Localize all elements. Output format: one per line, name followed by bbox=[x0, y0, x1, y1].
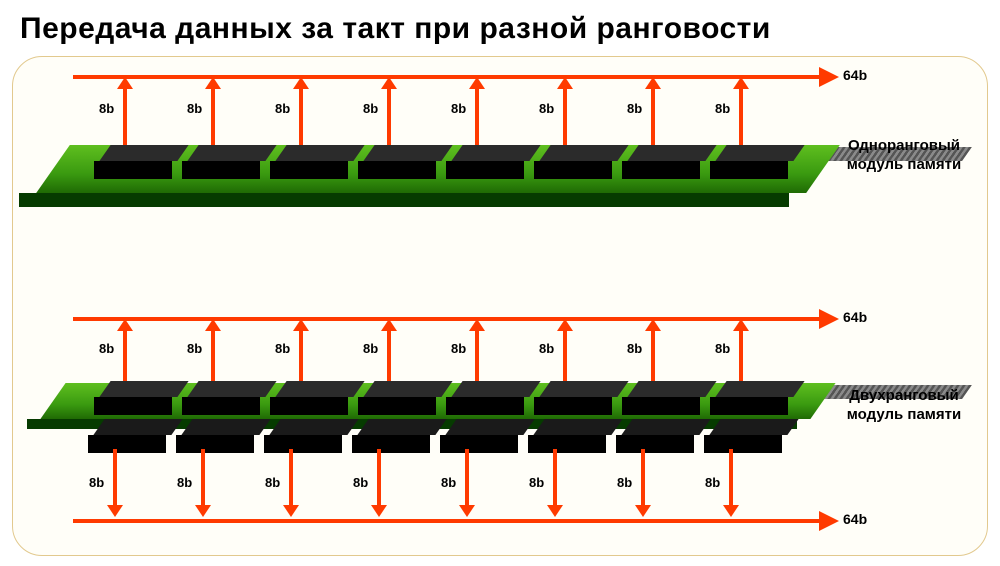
memory-chip bbox=[369, 145, 447, 177]
chip-arrow-up bbox=[387, 87, 391, 147]
memory-chip bbox=[105, 381, 183, 413]
chip-arrow-down bbox=[113, 449, 117, 507]
memory-chip-bottom bbox=[99, 419, 177, 451]
chip-bitwidth-label: 8b bbox=[187, 101, 202, 116]
module-label-single: Одноранговый модуль памяти bbox=[839, 137, 969, 175]
memory-chip-bottom bbox=[627, 419, 705, 451]
chip-bitwidth-label: 8b bbox=[705, 475, 720, 490]
chip-bitwidth-label: 8b bbox=[89, 475, 104, 490]
chip-arrow-up bbox=[299, 87, 303, 147]
chip-arrow-up bbox=[475, 329, 479, 385]
chip-bitwidth-label: 8b bbox=[363, 341, 378, 356]
chip-bitwidth-label: 8b bbox=[715, 341, 730, 356]
chip-arrow-up bbox=[387, 329, 391, 385]
memory-chip bbox=[193, 381, 271, 413]
chip-arrow-down bbox=[641, 449, 645, 507]
memory-chip bbox=[457, 145, 535, 177]
chip-bitwidth-label: 8b bbox=[627, 101, 642, 116]
memory-chip bbox=[545, 145, 623, 177]
module-dual-rank: 64b 8b8b8b8b8b8b8b8b 8b8b8b8b8b8b8b8b 64… bbox=[13, 317, 987, 537]
memory-chip bbox=[281, 381, 359, 413]
bus-label-top: 64b bbox=[843, 309, 867, 325]
memory-chip bbox=[545, 381, 623, 413]
chip-bitwidth-label: 8b bbox=[265, 475, 280, 490]
chip-arrow-up bbox=[651, 87, 655, 147]
memory-chip bbox=[457, 381, 535, 413]
chip-arrow-up bbox=[123, 87, 127, 147]
memory-chip bbox=[721, 145, 799, 177]
chip-arrow-up bbox=[739, 87, 743, 147]
chip-arrow-up bbox=[211, 87, 215, 147]
chip-bitwidth-label: 8b bbox=[715, 101, 730, 116]
memory-chip-bottom bbox=[187, 419, 265, 451]
diagram-frame: 64b 8b 8b 8b 8b 8b 8b 8b 8b Одноранговый модуль… bbox=[12, 56, 988, 556]
memory-chip-bottom bbox=[275, 419, 353, 451]
chip-bitwidth-label: 8b bbox=[187, 341, 202, 356]
memory-chip bbox=[633, 145, 711, 177]
chip-arrow-up bbox=[563, 329, 567, 385]
memory-chip bbox=[369, 381, 447, 413]
chip-bitwidth-label: 8b bbox=[451, 101, 466, 116]
chip-arrow-down bbox=[729, 449, 733, 507]
memory-chip-bottom bbox=[715, 419, 793, 451]
chip-bitwidth-label: 8b bbox=[441, 475, 456, 490]
chip-bitwidth-label: 8b bbox=[99, 101, 114, 116]
bus-line-bottom bbox=[73, 519, 823, 523]
pcb bbox=[53, 383, 823, 443]
memory-chip-bottom bbox=[363, 419, 441, 451]
chip-bitwidth-label: 8b bbox=[539, 341, 554, 356]
chip-arrow-down bbox=[201, 449, 205, 507]
pcb-front-face bbox=[19, 193, 789, 207]
memory-chip bbox=[105, 145, 183, 177]
bus-line-top bbox=[73, 317, 823, 321]
pcb bbox=[53, 145, 823, 217]
memory-chip bbox=[193, 145, 271, 177]
chip-arrow-down bbox=[465, 449, 469, 507]
chip-bitwidth-label: 8b bbox=[627, 341, 642, 356]
memory-chip bbox=[721, 381, 799, 413]
chip-arrow-up bbox=[211, 329, 215, 385]
chip-arrow-down bbox=[377, 449, 381, 507]
chip-bitwidth-label: 8b bbox=[99, 341, 114, 356]
bus-label-top: 64b bbox=[843, 67, 867, 83]
chip-arrow-up bbox=[299, 329, 303, 385]
chip-bitwidth-label: 8b bbox=[353, 475, 368, 490]
memory-chip bbox=[633, 381, 711, 413]
module-single-rank: 64b 8b 8b 8b 8b 8b 8b 8b 8b Одноранговый модуль… bbox=[13, 67, 987, 287]
chip-bitwidth-label: 8b bbox=[539, 101, 554, 116]
chip-bitwidth-label: 8b bbox=[529, 475, 544, 490]
chip-bitwidth-label: 8b bbox=[363, 101, 378, 116]
bus-label-bottom: 64b bbox=[843, 511, 867, 527]
chip-arrow-down bbox=[553, 449, 557, 507]
chip-arrow-up bbox=[475, 87, 479, 147]
chip-bitwidth-label: 8b bbox=[617, 475, 632, 490]
chip-bitwidth-label: 8b bbox=[275, 101, 290, 116]
chip-arrow-down bbox=[289, 449, 293, 507]
bus-line-top bbox=[73, 75, 823, 79]
chip-arrow-up bbox=[123, 329, 127, 385]
chip-arrow-up bbox=[739, 329, 743, 385]
chip-bitwidth-label: 8b bbox=[451, 341, 466, 356]
module-label-dual: Двухранговый модуль памяти bbox=[839, 387, 969, 425]
memory-chip-bottom bbox=[451, 419, 529, 451]
chip-arrow-up bbox=[563, 87, 567, 147]
memory-chip bbox=[281, 145, 359, 177]
memory-chip-bottom bbox=[539, 419, 617, 451]
page-title: Передача данных за такт при разной ранго… bbox=[0, 0, 1000, 52]
chip-arrow-up bbox=[651, 329, 655, 385]
chip-bitwidth-label: 8b bbox=[177, 475, 192, 490]
chip-bitwidth-label: 8b bbox=[275, 341, 290, 356]
